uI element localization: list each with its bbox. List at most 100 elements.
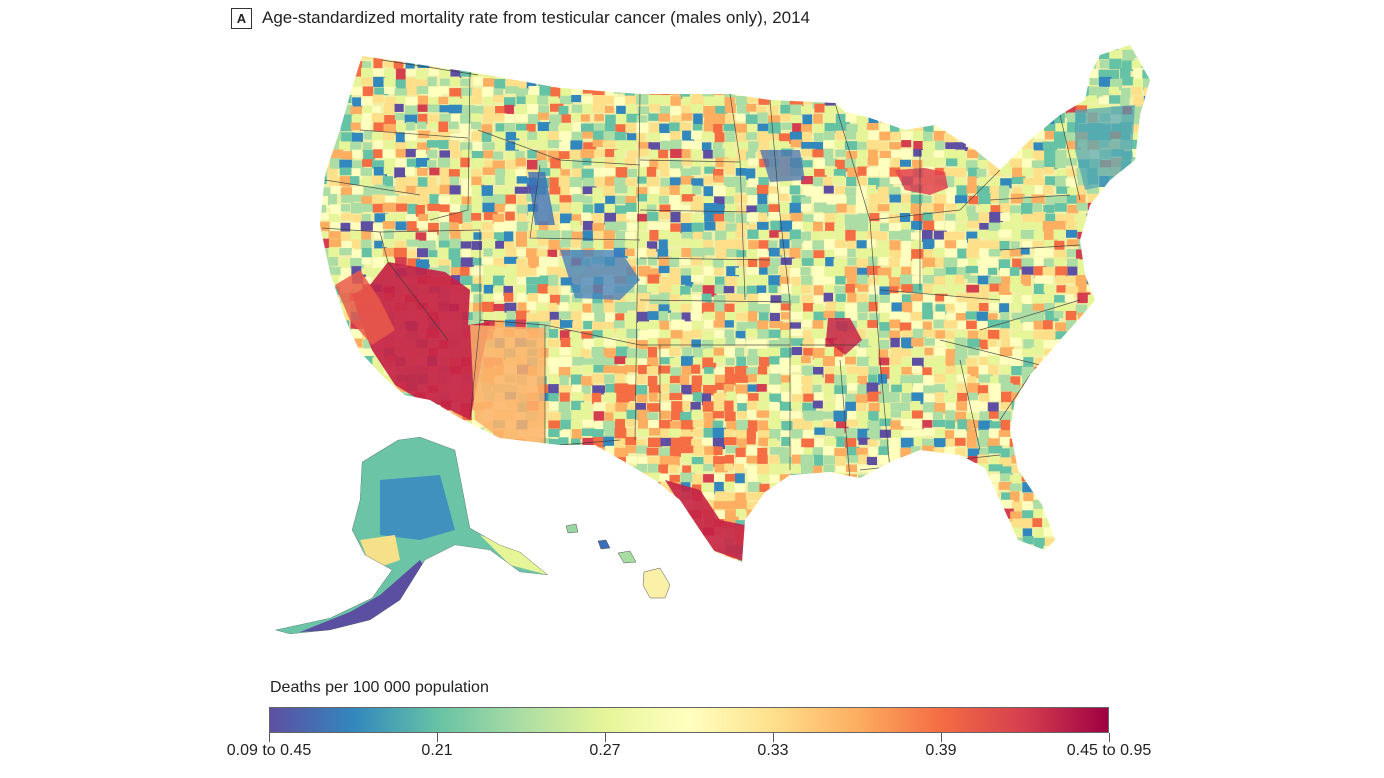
- county-cell: [658, 447, 671, 458]
- legend-tick-mark: [437, 733, 438, 742]
- county-cell: [363, 186, 376, 197]
- county-cell: [658, 286, 672, 299]
- county-cell: [781, 329, 795, 341]
- county-cell: [879, 302, 891, 314]
- county-cell: [823, 238, 837, 251]
- county-cell: [1122, 465, 1136, 475]
- county-cell: [319, 572, 332, 583]
- county-cell: [690, 213, 704, 224]
- alaska-map: [275, 437, 548, 634]
- county-cell: [780, 303, 791, 311]
- county-cell: [802, 410, 814, 422]
- county-cell: [483, 265, 497, 275]
- county-cell: [603, 295, 614, 307]
- county-cell: [460, 257, 475, 267]
- county-cell: [779, 357, 793, 370]
- county-cell: [625, 77, 639, 85]
- county-cell: [626, 103, 636, 115]
- county-cell: [549, 465, 560, 475]
- county-cell: [1141, 302, 1150, 311]
- county-cell: [339, 348, 350, 358]
- county-cell: [613, 177, 627, 189]
- county-cell: [1142, 104, 1150, 112]
- county-cell: [855, 248, 868, 259]
- county-cell: [910, 294, 925, 302]
- county-cell: [339, 572, 351, 580]
- county-cell: [988, 546, 1003, 556]
- county-cell: [747, 445, 762, 456]
- county-cell: [901, 77, 912, 87]
- county-cell: [1053, 229, 1065, 240]
- county-cell: [548, 438, 562, 447]
- county-cell: [878, 547, 891, 560]
- county-cell: [669, 257, 679, 268]
- county-cell: [659, 373, 671, 384]
- county-cell: [428, 114, 441, 126]
- county-cell: [426, 240, 436, 252]
- county-cell: [1155, 240, 1164, 250]
- county-cell: [320, 411, 329, 421]
- county-cell: [547, 249, 558, 261]
- county-cell: [360, 221, 374, 231]
- county-cell: [680, 565, 693, 572]
- county-cell: [780, 365, 792, 375]
- county-cell: [373, 573, 383, 584]
- county-cell: [1098, 213, 1111, 222]
- county-cell: [1012, 574, 1025, 581]
- county-cell: [495, 500, 506, 511]
- county-cell: [449, 420, 463, 431]
- county-cell: [1132, 78, 1147, 90]
- county-cell: [703, 276, 714, 286]
- county-cell: [681, 365, 691, 376]
- county-cell: [361, 383, 376, 393]
- county-cell: [934, 239, 947, 251]
- county-cell: [801, 275, 813, 286]
- county-cell: [320, 366, 329, 378]
- county-cell: [725, 293, 737, 302]
- county-cell: [1154, 187, 1165, 198]
- county-cell: [789, 68, 804, 77]
- county-cell: [746, 501, 760, 513]
- county-cell: [593, 69, 603, 81]
- county-cell: [1077, 517, 1088, 527]
- county-cell: [558, 437, 569, 446]
- county-cell: [1055, 491, 1068, 501]
- county-cell: [538, 221, 549, 233]
- county-cell: [833, 169, 846, 178]
- county-cell: [1077, 259, 1089, 268]
- county-cell: [627, 402, 638, 415]
- county-cell: [482, 167, 496, 175]
- county-cell: [778, 337, 790, 350]
- county-cell: [878, 77, 893, 89]
- county-cell: [758, 240, 770, 251]
- county-cell: [857, 491, 869, 503]
- county-cell: [571, 131, 583, 141]
- county-cell: [878, 250, 891, 259]
- county-cell: [1012, 294, 1022, 305]
- county-cell: [692, 141, 702, 153]
- county-cell: [824, 45, 837, 54]
- county-cell: [1023, 339, 1036, 349]
- county-cell: [327, 168, 338, 178]
- county-cell: [669, 168, 681, 177]
- county-cell: [492, 160, 505, 171]
- county-cell: [823, 69, 835, 80]
- county-cell: [669, 302, 683, 311]
- county-cell: [703, 96, 714, 106]
- county-cell: [746, 538, 760, 550]
- county-cell: [901, 349, 912, 357]
- county-cell: [768, 211, 780, 220]
- county-cell: [912, 555, 925, 562]
- county-cell: [1154, 320, 1164, 331]
- county-cell: [526, 45, 539, 53]
- county-cell: [747, 409, 760, 420]
- county-cell: [1122, 563, 1136, 571]
- county-cell: [945, 574, 957, 583]
- county-cell: [483, 275, 493, 287]
- county-cell: [869, 537, 881, 549]
- county-cell: [889, 277, 903, 290]
- county-cell: [989, 112, 1003, 124]
- county-cell: [1042, 184, 1053, 195]
- county-cell: [966, 572, 980, 582]
- county-cell: [746, 455, 760, 464]
